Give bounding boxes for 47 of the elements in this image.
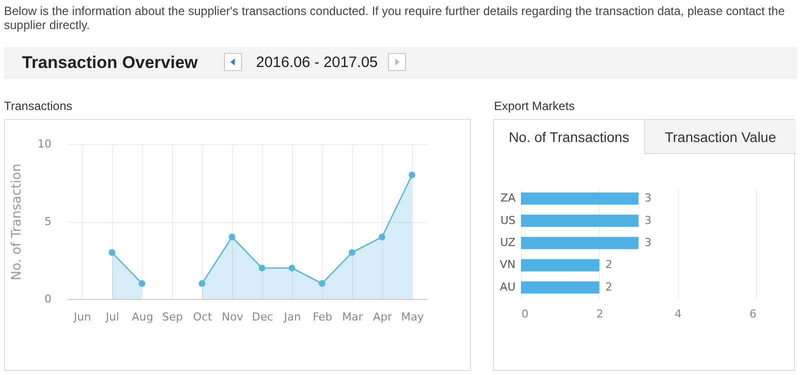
point [228, 234, 236, 240]
y-tick-label: UZ [500, 236, 516, 249]
y-tick-label: VN [500, 258, 516, 272]
data-label: 3 [644, 192, 652, 205]
data-label: 2 [605, 280, 612, 294]
x-tick-label: Aug [132, 310, 154, 324]
y-tick-label: AU [500, 280, 516, 294]
x-tick-label: 4 [674, 308, 682, 320]
text: Below is the information about the supplier's transactions conducted. If you require further details regarding the transaction data, please contact the supplier directly. [4, 4, 786, 32]
y-tick-label: ZA [500, 192, 516, 205]
data-label: 3 [644, 236, 652, 249]
x-tick-label: Jun [72, 310, 92, 324]
chart-title: Transactions [4, 99, 72, 113]
x-tick-label: 2 [596, 308, 604, 320]
y-tick-label: 5 [44, 215, 52, 228]
x-tick-label: May [401, 310, 424, 324]
x-tick-label: Nov [222, 310, 244, 324]
point [108, 249, 116, 256]
text: 2016.06 - 2017.05 [256, 54, 378, 71]
text: Transaction Value [644, 120, 796, 154]
data-label: 2 [605, 258, 612, 272]
y-axis-title: No. of Transaction [10, 164, 25, 280]
x-tick-label: 6 [750, 308, 756, 320]
x-tick-label: Feb [312, 310, 332, 324]
x-tick-label: Sep [162, 310, 183, 324]
y-tick-label: US [500, 214, 516, 227]
text: No. of Transactions [494, 120, 644, 154]
point [198, 280, 206, 287]
text: Transaction Overview [22, 53, 198, 73]
x-tick-label: Jul [104, 310, 120, 324]
x-tick-label: Jan [283, 310, 301, 324]
chart-title: Export Markets [494, 99, 575, 113]
point [378, 234, 386, 240]
data-label: 3 [644, 214, 652, 227]
x-tick-label: Mar [342, 310, 364, 324]
point [348, 249, 356, 256]
y-tick-label: 0 [44, 292, 52, 306]
x-tick-label: Oct [192, 310, 213, 324]
point [288, 264, 296, 272]
point [318, 280, 326, 287]
point [258, 264, 266, 272]
x-tick-label: Dec [252, 310, 274, 324]
x-tick-label: 0 [522, 308, 528, 320]
y-tick-label: 10 [38, 138, 52, 150]
point [138, 280, 146, 287]
x-tick-label: Apr [372, 310, 392, 324]
point [408, 172, 416, 178]
